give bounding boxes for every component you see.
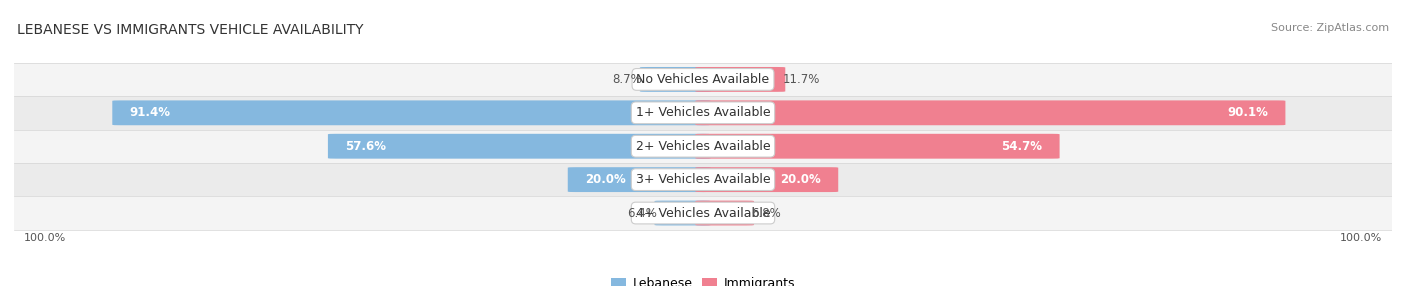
Text: 6.4%: 6.4%: [627, 206, 657, 220]
Text: 6.8%: 6.8%: [751, 206, 782, 220]
FancyBboxPatch shape: [568, 167, 710, 192]
Legend: Lebanese, Immigrants: Lebanese, Immigrants: [606, 272, 800, 286]
Text: 100.0%: 100.0%: [1340, 233, 1382, 243]
FancyBboxPatch shape: [655, 200, 710, 225]
Text: 57.6%: 57.6%: [344, 140, 387, 153]
Text: 54.7%: 54.7%: [1001, 140, 1042, 153]
Bar: [14, 63, 1392, 96]
FancyBboxPatch shape: [112, 100, 710, 125]
FancyBboxPatch shape: [640, 67, 710, 92]
FancyBboxPatch shape: [696, 167, 838, 192]
Text: LEBANESE VS IMMIGRANTS VEHICLE AVAILABILITY: LEBANESE VS IMMIGRANTS VEHICLE AVAILABIL…: [17, 23, 363, 37]
FancyBboxPatch shape: [696, 200, 754, 225]
Text: 2+ Vehicles Available: 2+ Vehicles Available: [636, 140, 770, 153]
Text: 11.7%: 11.7%: [783, 73, 820, 86]
FancyBboxPatch shape: [696, 67, 786, 92]
Text: No Vehicles Available: No Vehicles Available: [637, 73, 769, 86]
FancyBboxPatch shape: [328, 134, 710, 159]
Bar: [14, 130, 1392, 163]
Text: 20.0%: 20.0%: [585, 173, 626, 186]
Text: 100.0%: 100.0%: [24, 233, 66, 243]
Text: Source: ZipAtlas.com: Source: ZipAtlas.com: [1271, 23, 1389, 33]
Text: 1+ Vehicles Available: 1+ Vehicles Available: [636, 106, 770, 119]
Text: 91.4%: 91.4%: [129, 106, 170, 119]
Text: 20.0%: 20.0%: [780, 173, 821, 186]
Bar: [14, 163, 1392, 196]
Text: 90.1%: 90.1%: [1227, 106, 1268, 119]
FancyBboxPatch shape: [696, 100, 1285, 125]
Text: 8.7%: 8.7%: [613, 73, 643, 86]
Bar: [14, 196, 1392, 230]
Text: 3+ Vehicles Available: 3+ Vehicles Available: [636, 173, 770, 186]
Text: 4+ Vehicles Available: 4+ Vehicles Available: [636, 206, 770, 220]
FancyBboxPatch shape: [696, 134, 1060, 159]
Bar: [14, 96, 1392, 130]
